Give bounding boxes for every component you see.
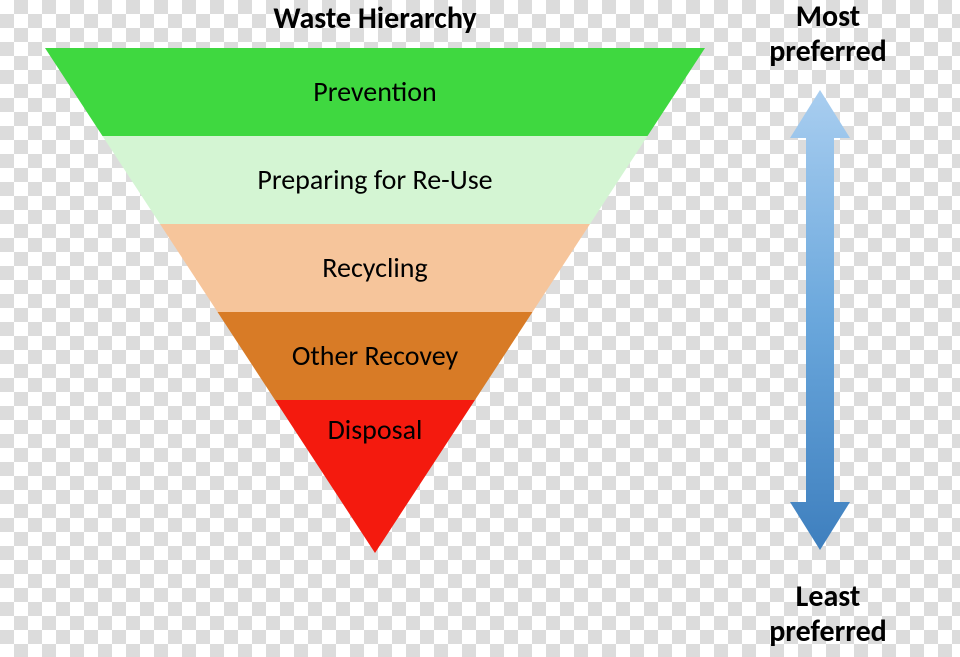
tier-label: Disposal <box>125 412 625 447</box>
diagram-stage: Waste Hierarchy Prevention Preparing for … <box>0 0 960 657</box>
most-preferred-label: Mostpreferred <box>728 0 928 69</box>
preference-arrow <box>790 90 850 550</box>
inverted-triangle <box>45 48 705 553</box>
diagram-title: Waste Hierarchy <box>225 0 525 37</box>
least-preferred-label: Leastpreferred <box>728 580 928 649</box>
tier-label: Preparing for Re-Use <box>125 162 625 197</box>
tier-label: Recycling <box>125 250 625 285</box>
tier-label: Other Recovey <box>125 338 625 373</box>
tier-label: Prevention <box>125 74 625 109</box>
